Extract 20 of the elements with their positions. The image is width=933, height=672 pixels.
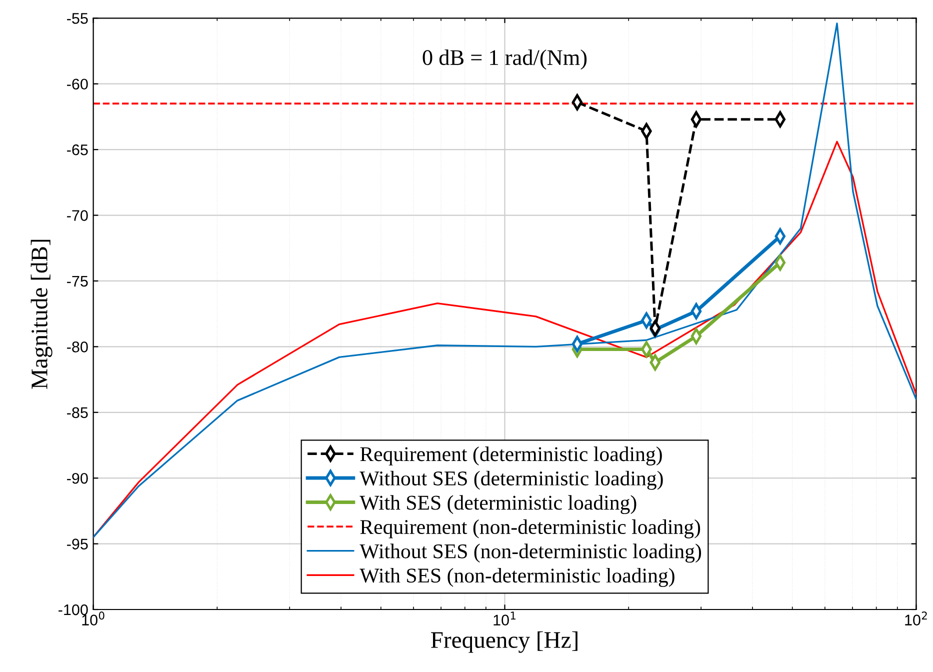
y-tick-label: -90 (67, 472, 88, 484)
legend-label: With SES (non-deterministic loading) (360, 568, 674, 587)
y-axis-title: Magnitude [dB] (30, 240, 52, 389)
legend-label: Requirement (non-deterministic loading) (360, 519, 700, 538)
x-axis-title: Frequency [Hz] (431, 631, 578, 653)
x-tick-label: 10$^{1}$ (494, 612, 516, 626)
legend-label: Requirement (deterministic loading) (360, 446, 662, 466)
y-tick-label: -80 (67, 342, 88, 352)
y-tick-label: -60 (67, 78, 88, 90)
legend-label: Without SES (non-deterministic loading) (360, 544, 702, 563)
annotation: 0 dB = 1 rad/(Nm) (422, 49, 587, 70)
legend-label: Without SES (deterministic loading) (360, 470, 663, 490)
y-tick-label: -70 (67, 210, 88, 221)
legend-label: With SES (deterministic loading) (360, 495, 636, 514)
y-tick-label: -65 (67, 144, 88, 156)
y-tick-label: -75 (67, 276, 88, 287)
y-tick-label: -95 (67, 538, 88, 550)
y-tick-label: -85 (67, 407, 88, 418)
y-tick-label: -55 (67, 13, 88, 24)
x-tick-label: 10$^{2}$ (905, 612, 927, 626)
